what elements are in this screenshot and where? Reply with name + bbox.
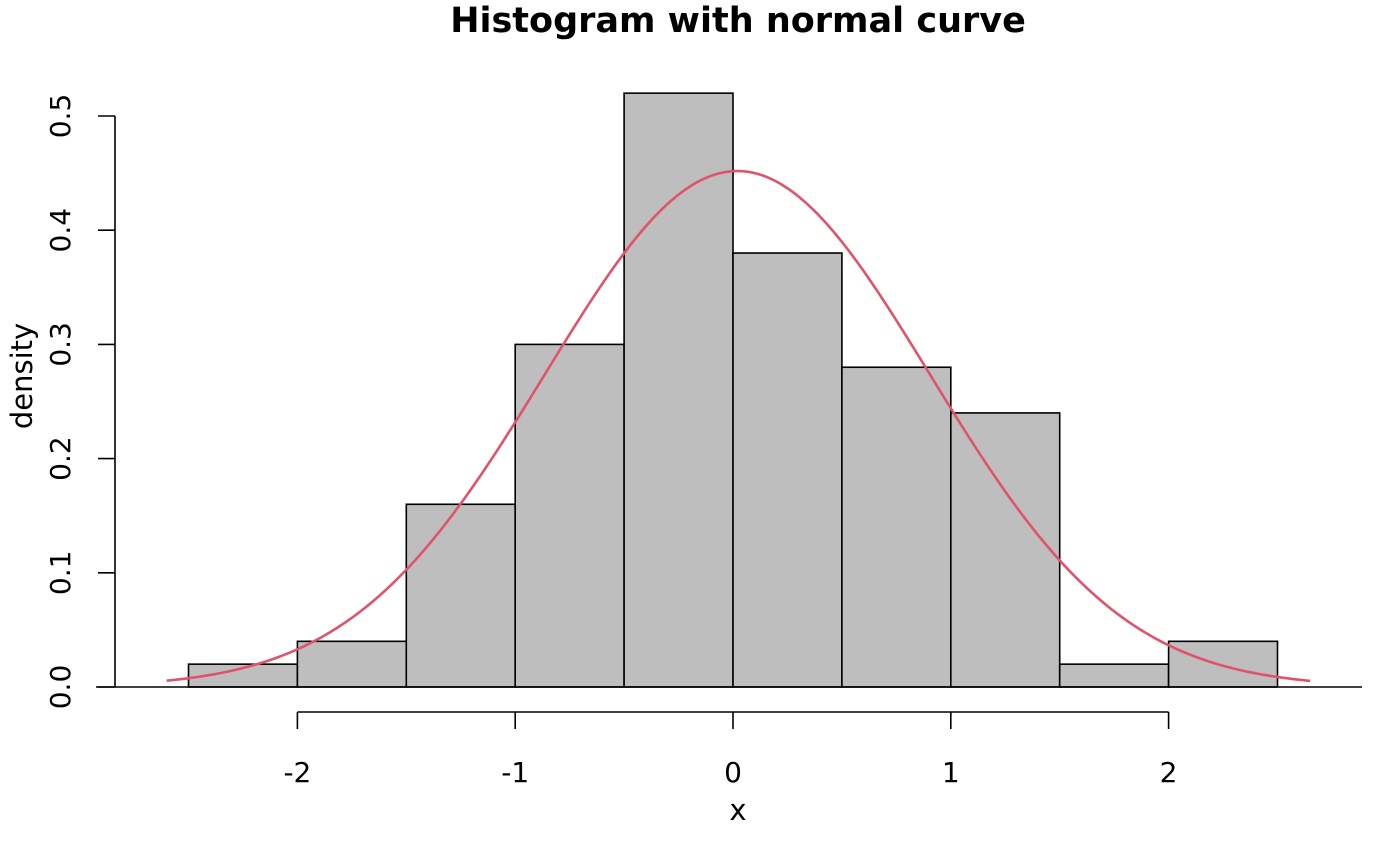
y-tick-label: 0.1 [44, 551, 77, 596]
y-tick-label: 0.0 [44, 665, 77, 710]
histogram-bar [514, 343, 625, 688]
chart-title: Histogram with normal curve [450, 1, 1026, 41]
histogram-bar [732, 252, 843, 688]
histogram-bars [187, 92, 1279, 688]
x-axis-title: x [729, 793, 746, 827]
y-tick-label: 0.3 [44, 322, 77, 367]
histogram-bar [296, 640, 408, 688]
histogram-bar [623, 92, 734, 688]
y-tick-label: 0.2 [44, 436, 77, 481]
histogram-bar [1058, 663, 1170, 688]
histogram-bar [405, 503, 516, 688]
normal-curve [166, 169, 1311, 683]
y-axis: 0.0 0.1 0.2 0.3 0.4 0.5 [44, 94, 116, 710]
y-axis-title: density [5, 323, 39, 429]
histogram-bar [841, 366, 952, 688]
histogram-bar [1167, 640, 1279, 688]
x-tick-label: 1 [942, 756, 960, 789]
x-tick-label: -1 [501, 756, 529, 789]
x-tick-label: -2 [283, 756, 311, 789]
x-axis: -2 -1 0 1 2 [283, 711, 1178, 789]
y-tick-label: 0.4 [44, 208, 77, 253]
histogram-bar [949, 412, 1061, 688]
y-tick-label: 0.5 [44, 94, 77, 139]
x-tick-label: 0 [724, 756, 742, 789]
x-tick-label: 2 [1160, 756, 1178, 789]
